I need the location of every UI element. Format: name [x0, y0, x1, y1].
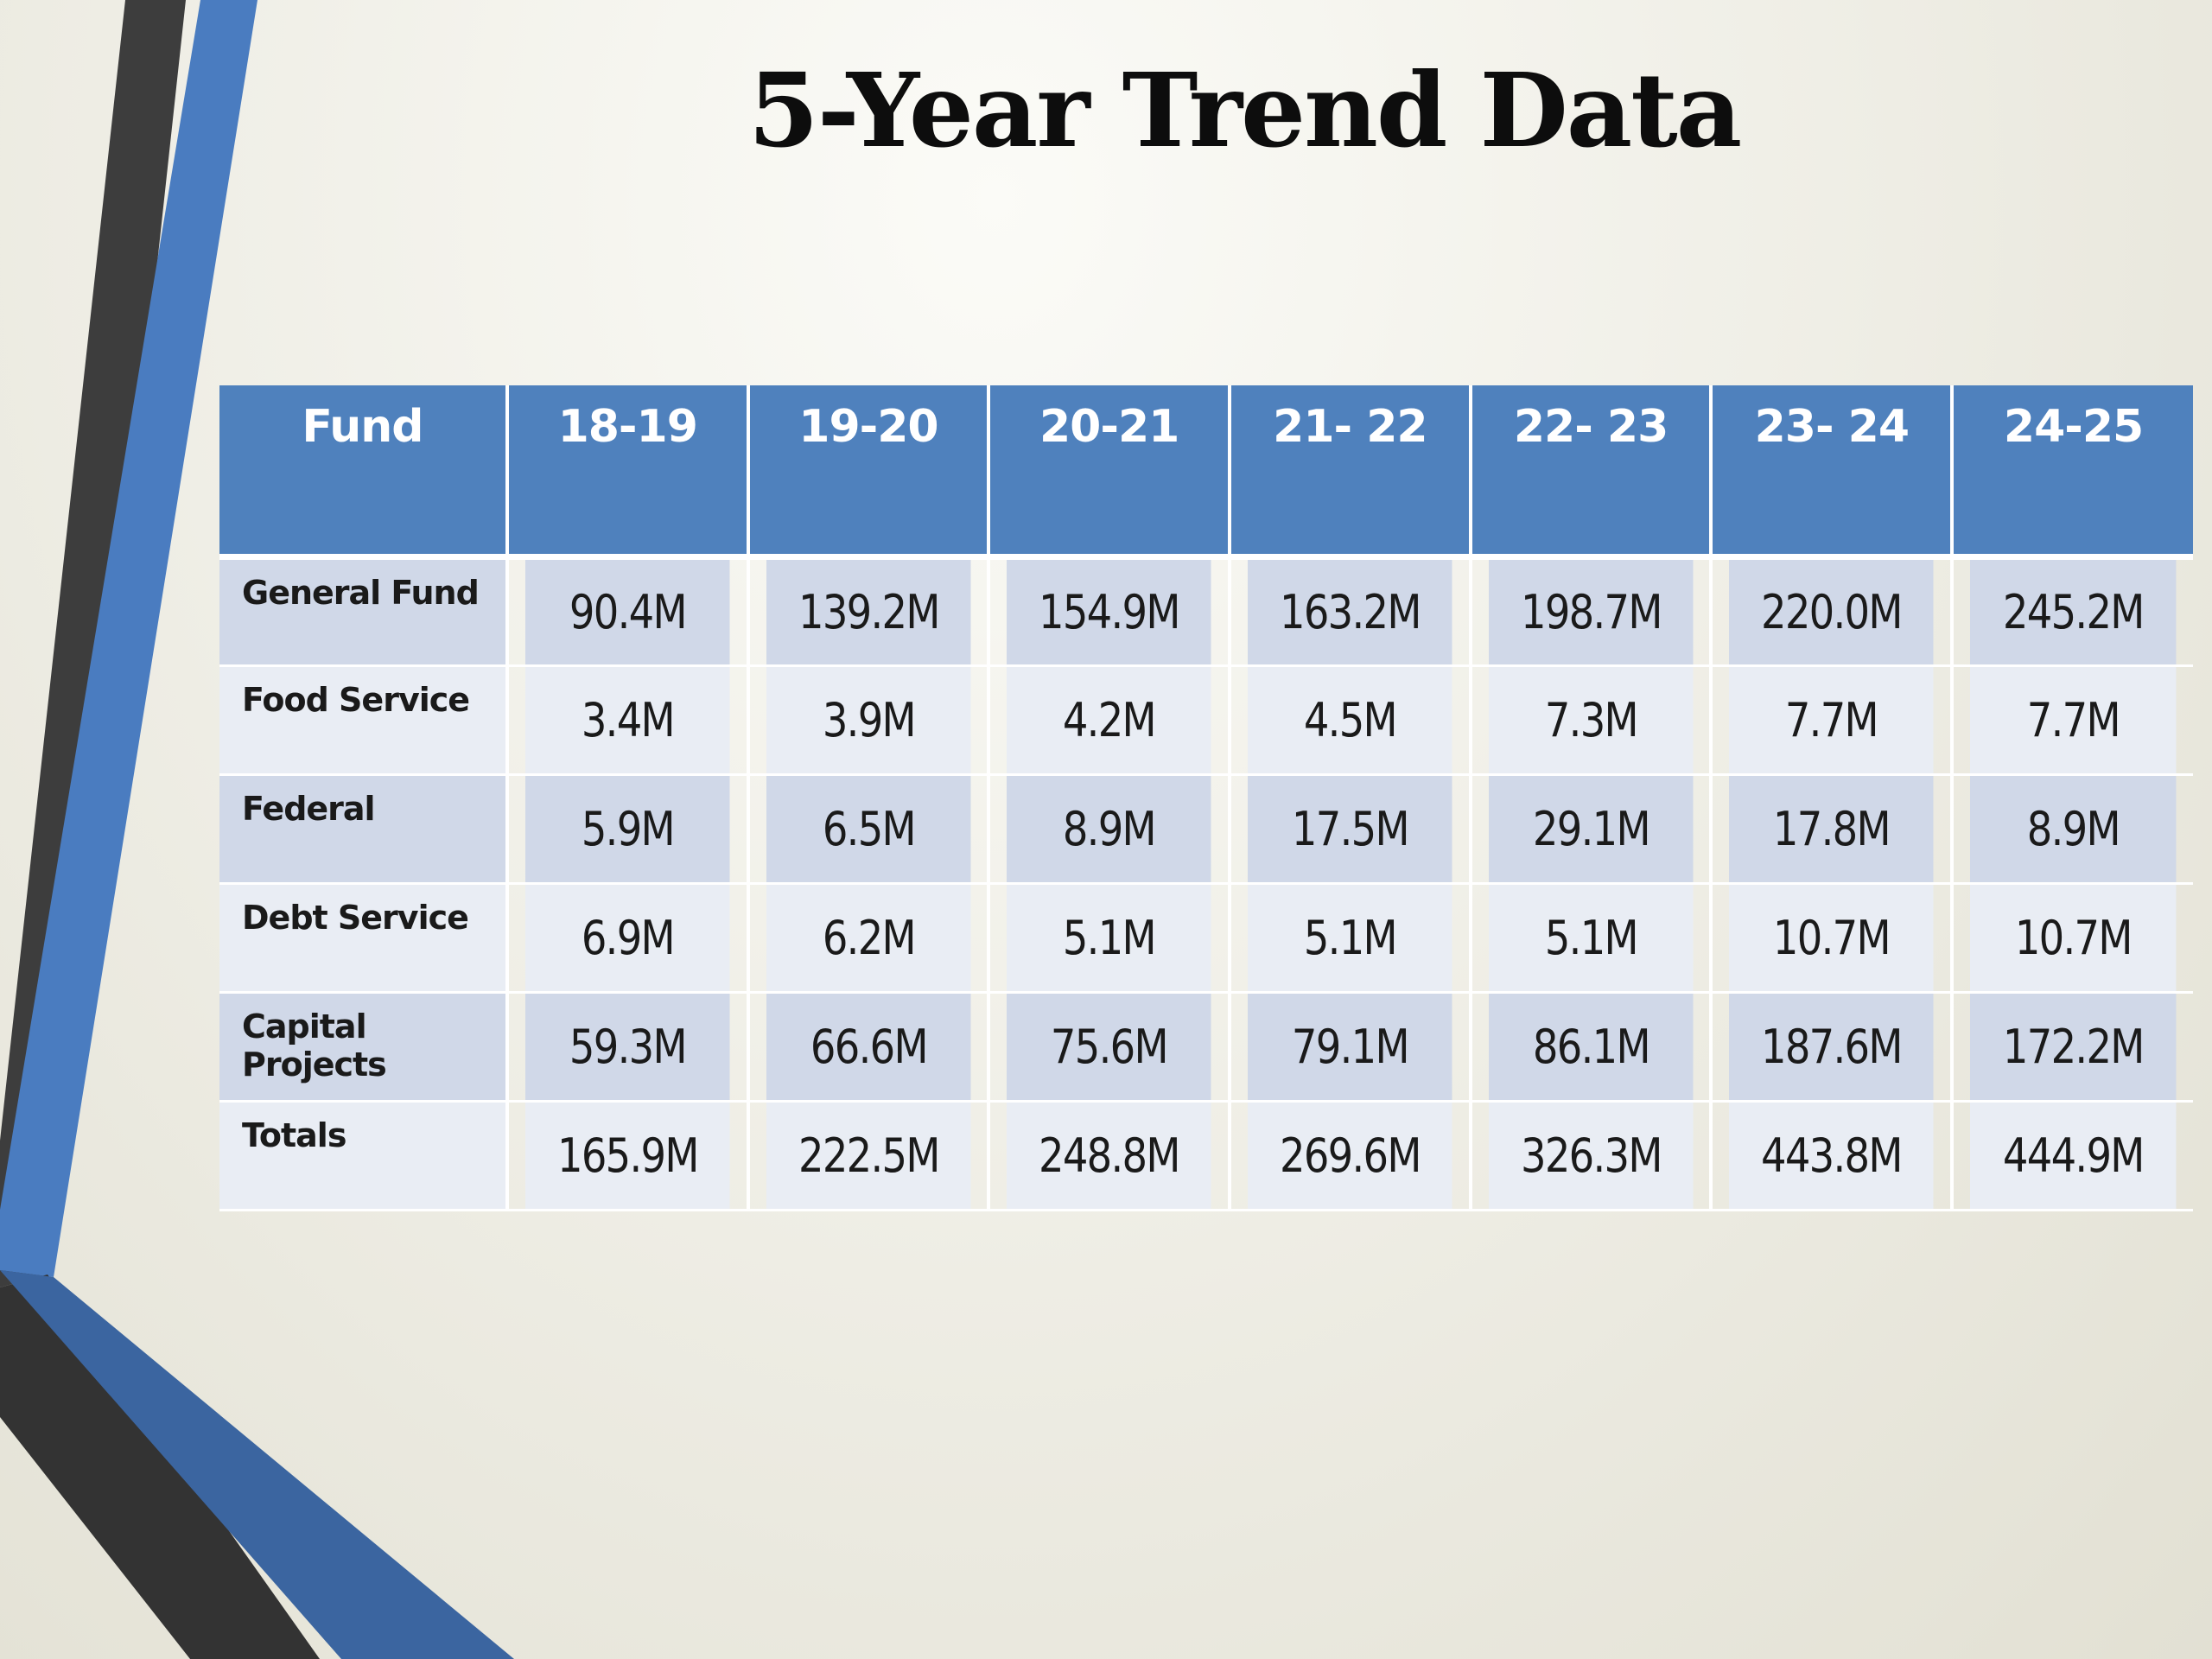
table-row: Food Service 3.4M 3.9M 4.2M 4.5M 7.3M 7.… [219, 665, 2193, 776]
value-cell: 7.7M [1968, 665, 2177, 776]
table-row: General Fund 90.4M 139.2M 154.9M 163.2M … [219, 556, 2193, 667]
total-value-cell: 443.8M [1727, 1101, 1937, 1211]
table-row: Capital Projects 59.3M 66.6M 75.6M 79.1M… [219, 992, 2193, 1103]
value-cell: 66.6M [765, 992, 974, 1103]
value-cell: 10.7M [1968, 883, 2177, 994]
blue-stripe-lower [0, 1270, 514, 1659]
dark-stripe-lower [0, 1274, 320, 1659]
value-cell: 139.2M [765, 556, 974, 667]
table-row-totals: Totals 165.9M 222.5M 248.8M 269.6M 326.3… [219, 1101, 2193, 1211]
value-cell: 29.1M [1487, 774, 1696, 885]
value-cell: 17.8M [1727, 774, 1937, 885]
value-cell: 6.9M [524, 883, 733, 994]
header-cell-year: 23- 24 [1711, 385, 1955, 560]
value-cell: 6.5M [765, 774, 974, 885]
value-cell: 5.1M [1005, 883, 1215, 994]
header-cell-year: 19-20 [747, 385, 991, 560]
fund-name-cell: Totals [219, 1101, 509, 1211]
header-cell-year: 24-25 [1952, 385, 2193, 560]
total-value-cell: 248.8M [1005, 1101, 1215, 1211]
value-cell: 198.7M [1487, 556, 1696, 667]
blue-stripe-upper [0, 0, 257, 1277]
value-cell: 3.9M [765, 665, 974, 776]
value-cell: 4.2M [1005, 665, 1215, 776]
value-cell: 7.7M [1727, 665, 1937, 776]
value-cell: 8.9M [1968, 774, 2177, 885]
header-cell-year: 22- 23 [1470, 385, 1713, 560]
fund-name-cell: General Fund [219, 556, 509, 667]
fund-name-cell: Capital Projects [219, 992, 509, 1103]
fund-name-cell: Debt Service [219, 883, 509, 994]
value-cell: 8.9M [1005, 774, 1215, 885]
fund-name-cell: Food Service [219, 665, 509, 776]
table-row: Debt Service 6.9M 6.2M 5.1M 5.1M 5.1M 10… [219, 883, 2193, 994]
header-cell-fund: Fund [219, 385, 509, 560]
header-cell-year: 21- 22 [1230, 385, 1472, 560]
total-value-cell: 222.5M [765, 1101, 974, 1211]
value-cell: 10.7M [1727, 883, 1937, 994]
value-cell: 187.6M [1727, 992, 1937, 1103]
value-cell: 220.0M [1727, 556, 1937, 667]
trend-table-container: Fund 18-19 19-20 20-21 21- 22 22- 23 23-… [219, 385, 2193, 1211]
value-cell: 5.1M [1246, 883, 1455, 994]
value-cell: 59.3M [524, 992, 733, 1103]
value-cell: 172.2M [1968, 992, 2177, 1103]
total-value-cell: 165.9M [524, 1101, 733, 1211]
value-cell: 75.6M [1005, 992, 1215, 1103]
value-cell: 3.4M [524, 665, 733, 776]
value-cell: 245.2M [1968, 556, 2177, 667]
total-value-cell: 269.6M [1246, 1101, 1455, 1211]
value-cell: 5.1M [1487, 883, 1696, 994]
table-row: Federal 5.9M 6.5M 8.9M 17.5M 29.1M 17.8M… [219, 774, 2193, 885]
header-cell-year: 20-21 [988, 385, 1232, 560]
value-cell: 90.4M [524, 556, 733, 667]
value-cell: 163.2M [1246, 556, 1455, 667]
value-cell: 7.3M [1487, 665, 1696, 776]
trend-data-table: Fund 18-19 19-20 20-21 21- 22 22- 23 23-… [219, 385, 2193, 1211]
value-cell: 6.2M [765, 883, 974, 994]
value-cell: 86.1M [1487, 992, 1696, 1103]
value-cell: 5.9M [524, 774, 733, 885]
value-cell: 154.9M [1005, 556, 1215, 667]
value-cell: 17.5M [1246, 774, 1455, 885]
total-value-cell: 326.3M [1487, 1101, 1696, 1211]
table-header-row: Fund 18-19 19-20 20-21 21- 22 22- 23 23-… [219, 385, 2193, 560]
value-cell: 79.1M [1246, 992, 1455, 1103]
header-cell-year: 18-19 [506, 385, 750, 560]
fund-name-cell: Federal [219, 774, 509, 885]
slide-title: 5-Year Trend Data [747, 50, 1742, 170]
total-value-cell: 444.9M [1968, 1101, 2177, 1211]
value-cell: 4.5M [1246, 665, 1455, 776]
